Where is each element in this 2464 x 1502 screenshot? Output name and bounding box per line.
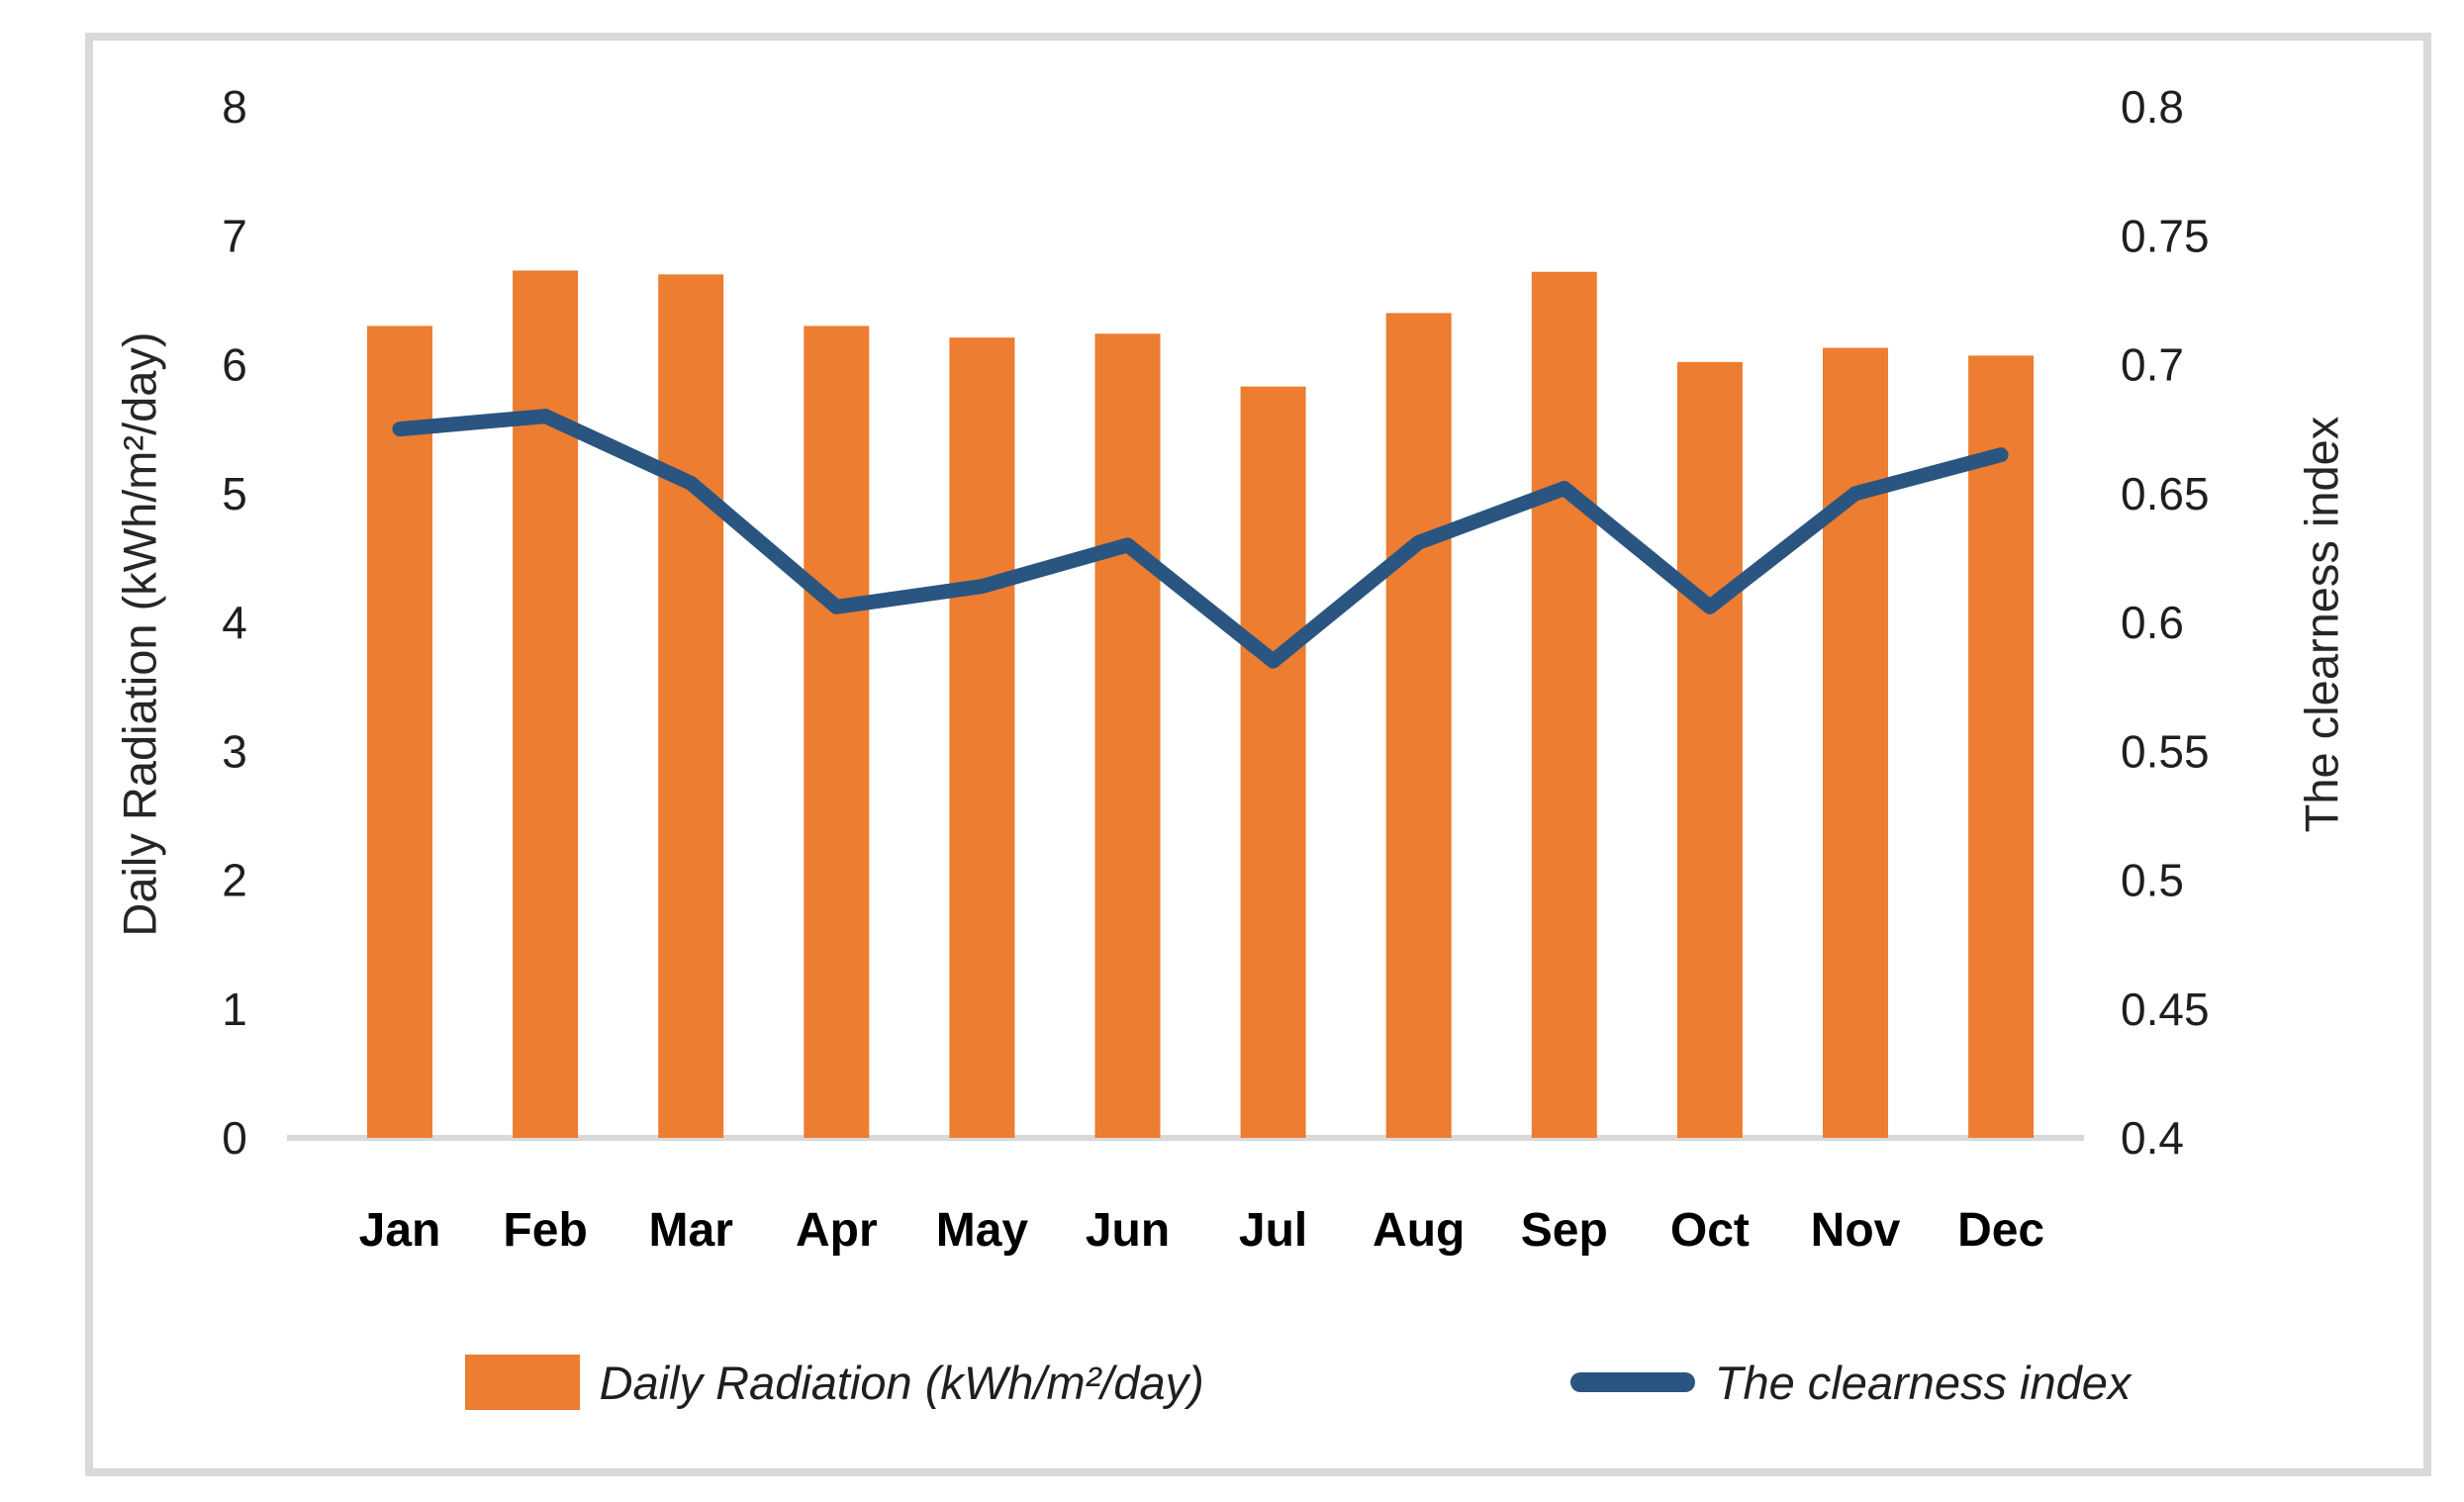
bar-oct (1676, 361, 1743, 1138)
bar-aug (1385, 313, 1452, 1138)
left-axis-title: Daily Radiation (kWh/m²/day) (113, 331, 166, 937)
bar-jul (1240, 386, 1306, 1139)
left-axis-tick-8: 8 (222, 81, 247, 133)
x-axis-label-feb: Feb (503, 1204, 587, 1257)
bar-jan (367, 326, 432, 1138)
chart-frame: 8 7 6 5 4 3 2 1 0 0.8 0.75 0.7 0.65 0.6 0.55 0.5 0.45 0.4… (85, 33, 2431, 1476)
left-axis-tick-7: 7 (222, 210, 247, 261)
bar-apr (804, 326, 870, 1138)
legend-item-clearness-index: The clearness index (1569, 1356, 2132, 1409)
combo-chart-plot: 8 7 6 5 4 3 2 1 0 0.8 0.75 0.7 0.65 0.6 0.55 0.5 0.45 0.4… (222, 81, 2210, 1257)
x-axis-label-aug: Aug (1373, 1204, 1465, 1257)
left-axis-tick-5: 5 (222, 468, 247, 519)
bar-jun (1094, 333, 1161, 1138)
x-axis-label-apr: Apr (796, 1204, 878, 1257)
right-axis-tick-0.65: 0.65 (2121, 468, 2210, 519)
right-axis-tick-0.6: 0.6 (2121, 597, 2184, 648)
right-axis-title: The clearness index (2295, 416, 2348, 833)
right-axis-tick-0.4: 0.4 (2121, 1112, 2184, 1164)
bar-mar (658, 274, 724, 1138)
left-axis-tick-3: 3 (222, 725, 247, 777)
right-axis-tick-0.45: 0.45 (2121, 984, 2210, 1035)
right-axis-tick-0.7: 0.7 (2121, 339, 2184, 391)
left-axis-tick-6: 6 (222, 339, 247, 391)
x-axis-label-dec: Dec (1957, 1204, 2044, 1257)
legend: Daily Radiation (kWh/m²/day) The clearne… (93, 1345, 2423, 1420)
left-axis-tick-0: 0 (222, 1112, 247, 1164)
x-axis-label-sep: Sep (1521, 1204, 1608, 1257)
right-axis-tick-0.5: 0.5 (2121, 855, 2184, 906)
legend-label-daily-radiation: Daily Radiation (kWh/m²/day) (599, 1356, 1204, 1409)
bar-feb (513, 270, 579, 1138)
x-axis-label-jun: Jun (1086, 1204, 1170, 1257)
left-axis-tick-2: 2 (222, 855, 247, 906)
x-axis-label-mar: Mar (649, 1204, 733, 1257)
x-axis-label-jul: Jul (1239, 1204, 1307, 1257)
clearness-index-line (392, 409, 2009, 669)
legend-label-clearness-index: The clearness index (1714, 1356, 2132, 1409)
x-axis-label-oct: Oct (1670, 1204, 1750, 1257)
bar-sep (1531, 271, 1597, 1139)
legend-bar-swatch-icon (464, 1355, 580, 1410)
x-axis-label-may: May (936, 1204, 1029, 1257)
legend-item-daily-radiation: Daily Radiation (kWh/m²/day) (464, 1355, 1204, 1410)
bar-may (949, 337, 1015, 1139)
left-axis-tick-4: 4 (222, 597, 247, 648)
bar-nov (1823, 347, 1888, 1138)
left-axis-tick-1: 1 (222, 984, 247, 1035)
x-axis-label-nov: Nov (1811, 1204, 1901, 1257)
x-axis-label-jan: Jan (359, 1204, 441, 1257)
right-axis-tick-0.55: 0.55 (2121, 725, 2210, 777)
right-axis-tick-0.75: 0.75 (2121, 210, 2210, 261)
legend-line-swatch-icon (1569, 1372, 1695, 1392)
right-axis-tick-0.8: 0.8 (2121, 81, 2184, 133)
bar-dec (1968, 355, 2035, 1138)
